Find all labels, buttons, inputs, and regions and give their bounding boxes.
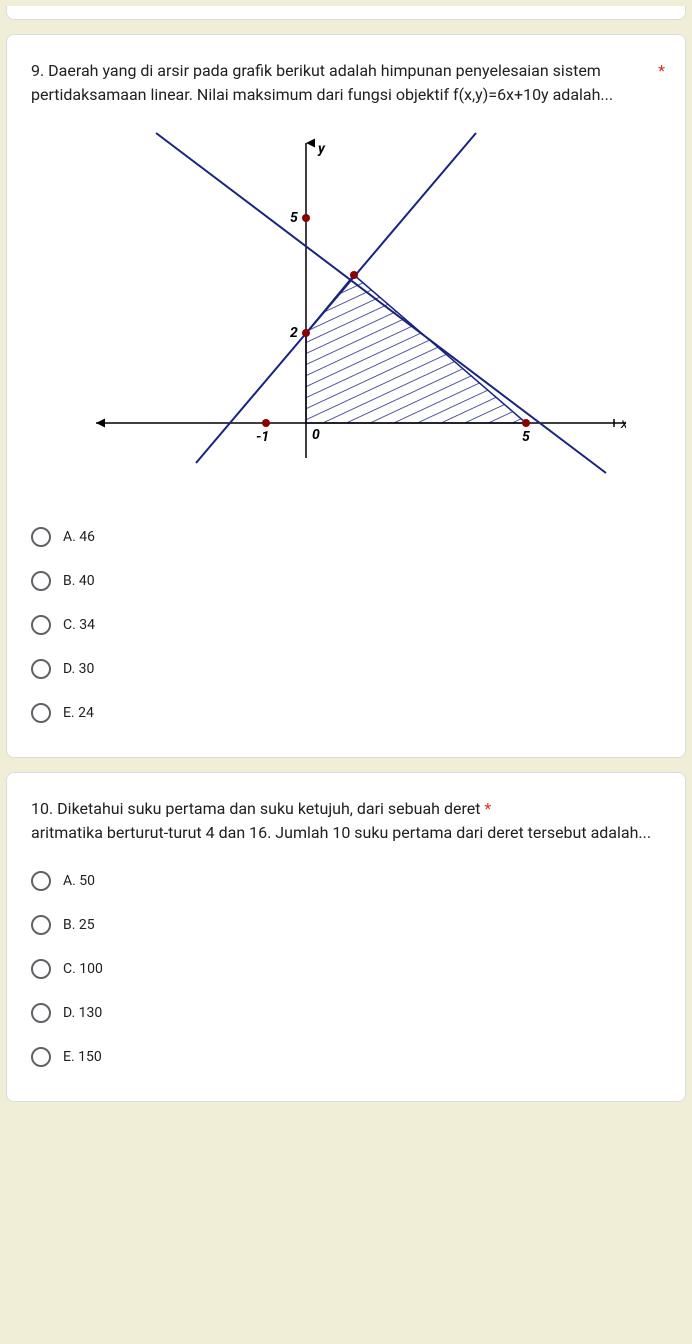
option-10-a[interactable]: A. 50 (31, 861, 661, 901)
radio-icon (31, 1003, 51, 1023)
question-10-prefix: 10. Diketahui suku pertama dan suku ketu… (31, 799, 484, 818)
option-label: C. 34 (63, 617, 95, 633)
option-9-c[interactable]: C. 34 (31, 605, 661, 645)
option-10-d[interactable]: D. 130 (31, 993, 661, 1033)
option-label: E. 24 (63, 705, 94, 721)
option-10-c[interactable]: C. 100 (31, 949, 661, 989)
question-9-graph: -1 0 5 2 5 x y (31, 123, 661, 497)
radio-icon (31, 703, 51, 723)
question-card-9: 9. Daerah yang di arsir pada grafik beri… (6, 34, 686, 758)
question-9-body: 9. Daerah yang di arsir pada grafik beri… (31, 61, 613, 104)
option-label: C. 100 (63, 961, 103, 977)
question-9-text: 9. Daerah yang di arsir pada grafik beri… (31, 59, 661, 107)
svg-text:x: x (620, 416, 626, 432)
question-10-options: A. 50 B. 25 C. 100 D. 130 E. 150 (31, 861, 661, 1077)
radio-icon (31, 527, 51, 547)
svg-text:-1: -1 (256, 429, 269, 445)
option-label: D. 130 (63, 1005, 102, 1021)
option-label: A. 46 (63, 529, 95, 545)
radio-icon (31, 959, 51, 979)
radio-icon (31, 571, 51, 591)
radio-icon (31, 871, 51, 891)
option-label: B. 25 (63, 917, 95, 933)
previous-card-bottom (6, 6, 686, 20)
question-card-10: 10. Diketahui suku pertama dan suku ketu… (6, 772, 686, 1102)
option-label: A. 50 (63, 873, 95, 889)
option-9-e[interactable]: E. 24 (31, 693, 661, 733)
option-label: D. 30 (63, 661, 94, 677)
svg-text:5: 5 (290, 210, 298, 226)
option-10-e[interactable]: E. 150 (31, 1037, 661, 1077)
svg-text:0: 0 (312, 427, 320, 443)
radio-icon (31, 1047, 51, 1067)
option-9-b[interactable]: B. 40 (31, 561, 661, 601)
option-10-b[interactable]: B. 25 (31, 905, 661, 945)
radio-icon (31, 915, 51, 935)
question-10-suffix: aritmatika berturut-turut 4 dan 16. Juml… (31, 823, 651, 842)
required-marker: * (658, 59, 665, 83)
question-9-options: A. 46 B. 40 C. 34 D. 30 E. 24 (31, 517, 661, 733)
radio-icon (31, 615, 51, 635)
required-marker: * (484, 799, 491, 818)
graph-svg: -1 0 5 2 5 x y (66, 123, 626, 493)
radio-icon (31, 659, 51, 679)
option-label: B. 40 (63, 573, 95, 589)
option-9-a[interactable]: A. 46 (31, 517, 661, 557)
svg-text:5: 5 (522, 429, 530, 445)
option-label: E. 150 (63, 1049, 102, 1065)
svg-text:y: y (317, 141, 326, 157)
question-10-text: 10. Diketahui suku pertama dan suku ketu… (31, 797, 661, 845)
svg-text:2: 2 (290, 325, 298, 341)
option-9-d[interactable]: D. 30 (31, 649, 661, 689)
